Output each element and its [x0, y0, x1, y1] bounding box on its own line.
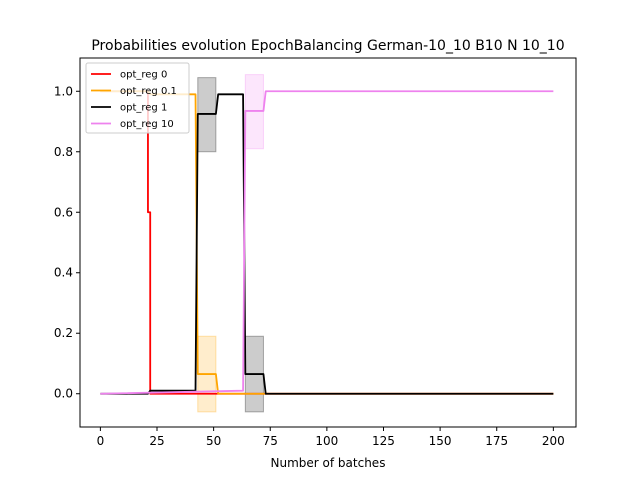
x-tick-label: 25	[149, 434, 164, 448]
y-tick-label: 1.0	[54, 84, 73, 98]
x-tick-label: 0	[97, 434, 105, 448]
legend-label: opt_reg 0.1	[120, 86, 177, 97]
legend-box	[85, 62, 190, 134]
series-line	[100, 93, 554, 395]
confidence-bands	[197, 74, 264, 413]
legend: opt_reg 0 opt_reg 0.1 opt_reg 1 opt_reg 10	[85, 62, 190, 134]
legend-label: opt_reg 1	[120, 103, 167, 114]
y-tick-label: 0.8	[54, 145, 73, 159]
series-line	[100, 90, 554, 395]
x-tick-label: 150	[429, 434, 452, 448]
legend-items: opt_reg 0 opt_reg 0.1 opt_reg 1 opt_reg 10	[91, 70, 177, 130]
series-line	[100, 90, 554, 395]
x-tick-label: 50	[206, 434, 221, 448]
y-tick-label: 0.4	[54, 266, 73, 280]
legend-label: opt_reg 0	[120, 70, 167, 81]
x-tick-label: 75	[263, 434, 278, 448]
series-line	[100, 90, 554, 395]
x-tick-label: 200	[542, 434, 565, 448]
y-axis-ticks: 0.0 0.2 0.4 0.6 0.8 1.0	[54, 84, 80, 401]
chart-title: Probabilities evolution EpochBalancing G…	[91, 38, 564, 54]
x-tick-label: 100	[315, 434, 338, 448]
x-tick-label: 175	[485, 434, 508, 448]
series-lines	[100, 90, 554, 395]
x-tick-label: 125	[372, 434, 395, 448]
y-tick-label: 0.6	[54, 205, 73, 219]
y-tick-label: 0.2	[54, 326, 73, 340]
x-axis-label: Number of batches	[271, 456, 386, 470]
y-tick-label: 0.0	[54, 387, 73, 401]
plot-frame	[79, 57, 577, 428]
legend-label: opt_reg 10	[120, 119, 174, 130]
x-axis-ticks: 0 25 50 75 100 125 150 175 200	[97, 427, 565, 448]
